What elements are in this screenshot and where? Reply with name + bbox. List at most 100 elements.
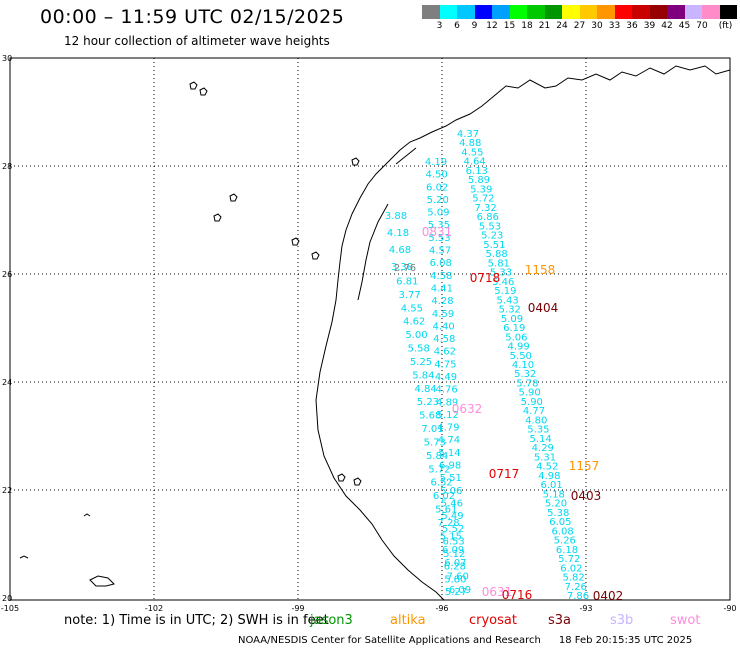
wave-height-value: 6.52 xyxy=(431,478,453,489)
wave-height-value: 5.12 xyxy=(437,410,459,421)
legend-swatch xyxy=(492,5,510,19)
credit-text: NOAA/NESDIS Center for Satellite Applica… xyxy=(238,635,541,646)
satellite-cryosat: cryosat xyxy=(469,613,517,628)
wave-height-value: 5.78 xyxy=(516,378,538,389)
legend-swatch xyxy=(544,5,562,19)
lon-tick-label: -93 xyxy=(579,604,592,613)
wave-height-value: 5.14 xyxy=(529,434,551,445)
wave-height-value: 4.50 xyxy=(425,170,447,181)
legend-swatch xyxy=(649,5,667,19)
legend-swatch xyxy=(457,5,475,19)
wave-height-value: 5.50 xyxy=(510,351,532,362)
wave-height-value: 4.98 xyxy=(538,471,560,482)
wave-height-value: 5.33 xyxy=(490,268,512,279)
legend-label: 18 xyxy=(521,21,533,31)
wave-height-value: 7.86 xyxy=(567,591,589,602)
wave-height-value: 5.84 xyxy=(426,451,448,462)
wave-height-value: 5.53 xyxy=(428,233,450,244)
legend-swatch xyxy=(597,5,615,19)
lon-tick-label: -96 xyxy=(435,604,448,613)
inland-lake xyxy=(353,477,362,486)
wave-height-value: 7.01 xyxy=(421,424,443,435)
wave-height-value: 5.73 xyxy=(424,437,446,448)
wave-height-value: 4.58 xyxy=(430,271,452,282)
lat-tick-label: 26 xyxy=(2,270,12,279)
legend-label: 12 xyxy=(486,21,498,31)
wave-height-value: 5.90 xyxy=(518,388,540,399)
inland-lake xyxy=(199,87,208,96)
wave-height-value: 7.28 xyxy=(437,518,459,529)
island xyxy=(19,555,29,559)
lat-tick-label: 30 xyxy=(2,54,12,63)
wave-height-value: 4.10 xyxy=(512,360,534,371)
wave-height-value: 6.18 xyxy=(556,545,578,556)
wave-height-value: 5.89 xyxy=(468,175,490,186)
wave-height-value: 4.80 xyxy=(525,415,547,426)
pass-time-label: 0404 xyxy=(528,301,559,315)
satellite-jason3: jason3 xyxy=(310,613,353,628)
wave-height-value: 6.02 xyxy=(560,563,582,574)
legend-swatch xyxy=(719,5,737,19)
wave-height-value: 5.35 xyxy=(527,425,549,436)
inland-lake xyxy=(351,157,360,166)
island xyxy=(83,513,91,517)
pass-time-label: 1157 xyxy=(569,459,600,473)
wave-height-value: 4.29 xyxy=(532,443,554,454)
wave-height-value: 6.07 xyxy=(444,558,466,569)
barrier-island xyxy=(357,203,389,301)
legend-label: 6 xyxy=(454,21,460,31)
inland-lake xyxy=(229,193,238,202)
wave-height-value: 4.89 xyxy=(436,397,458,408)
legend-label: 42 xyxy=(661,21,673,31)
satellite-s3b: s3b xyxy=(610,613,634,628)
wave-height-value: 5.32 xyxy=(514,369,536,380)
lon-tick-label: -99 xyxy=(291,604,304,613)
wave-height-value: 5.12 xyxy=(443,549,465,560)
legend-swatch xyxy=(702,5,720,19)
inland-lake xyxy=(189,81,198,90)
wave-height-value: 7.26 xyxy=(565,582,587,593)
wave-height-value: 5.72 xyxy=(558,554,580,565)
wave-height-value: 4.62 xyxy=(403,317,425,328)
wave-height-value: 5.61 xyxy=(435,505,457,516)
wave-height-value: 7.32 xyxy=(474,203,496,214)
wave-height-value: 5.15 xyxy=(440,531,462,542)
wave-height-value: 5.38 xyxy=(547,508,569,519)
legend-label: 24 xyxy=(556,21,568,31)
wave-height-value: 5.58 xyxy=(408,344,430,355)
wave-height-value: 5.52 xyxy=(442,524,464,535)
footer: NOAA/NESDIS Center for Satellite Applica… xyxy=(238,635,692,646)
wave-height-value: 5.06 xyxy=(440,486,462,497)
wave-height-value: 4.18 xyxy=(387,228,409,239)
lat-tick-label: 20 xyxy=(2,594,12,603)
lon-tick-label: -105 xyxy=(1,604,19,613)
wave-height-value: 5.23 xyxy=(481,231,503,242)
pass-time-label: 0632 xyxy=(452,402,483,416)
wave-height-value: 6.09 xyxy=(442,545,464,556)
wave-height-value: 5.88 xyxy=(485,249,507,260)
inland-lake xyxy=(213,213,222,222)
wave-height-value: 4.55 xyxy=(401,303,423,314)
wave-height-value: 5.46 xyxy=(441,498,463,509)
legend-swatch xyxy=(579,5,597,19)
wave-height-value: 4.58 xyxy=(433,334,455,345)
legend-label: 70 xyxy=(696,21,708,31)
satellite-altika: altika xyxy=(390,613,426,628)
wave-height-value: 5.09 xyxy=(427,208,449,219)
wave-height-value: 4.75 xyxy=(434,359,456,370)
wave-height-value: 4.57 xyxy=(429,246,451,257)
wave-height-value: 5.82 xyxy=(562,573,584,584)
legend-label: 15 xyxy=(503,21,516,31)
wave-height-value: 5.80 xyxy=(444,574,466,585)
wave-height-value: 5.81 xyxy=(488,258,510,269)
footnote: note: 1) Time is in UTC; 2) SWH is in fe… xyxy=(64,613,329,628)
wave-height-value: 5.39 xyxy=(470,184,492,195)
wave-height-value: 4.74 xyxy=(438,435,460,446)
wave-height-value: 5.49 xyxy=(441,511,463,522)
pass-time-label: 1158 xyxy=(525,263,556,277)
wave-height-value: 5.43 xyxy=(496,295,518,306)
wave-height-value: 5.14 xyxy=(438,448,460,459)
barrier-island xyxy=(395,147,417,165)
wave-height-value: 4.49 xyxy=(435,372,457,383)
